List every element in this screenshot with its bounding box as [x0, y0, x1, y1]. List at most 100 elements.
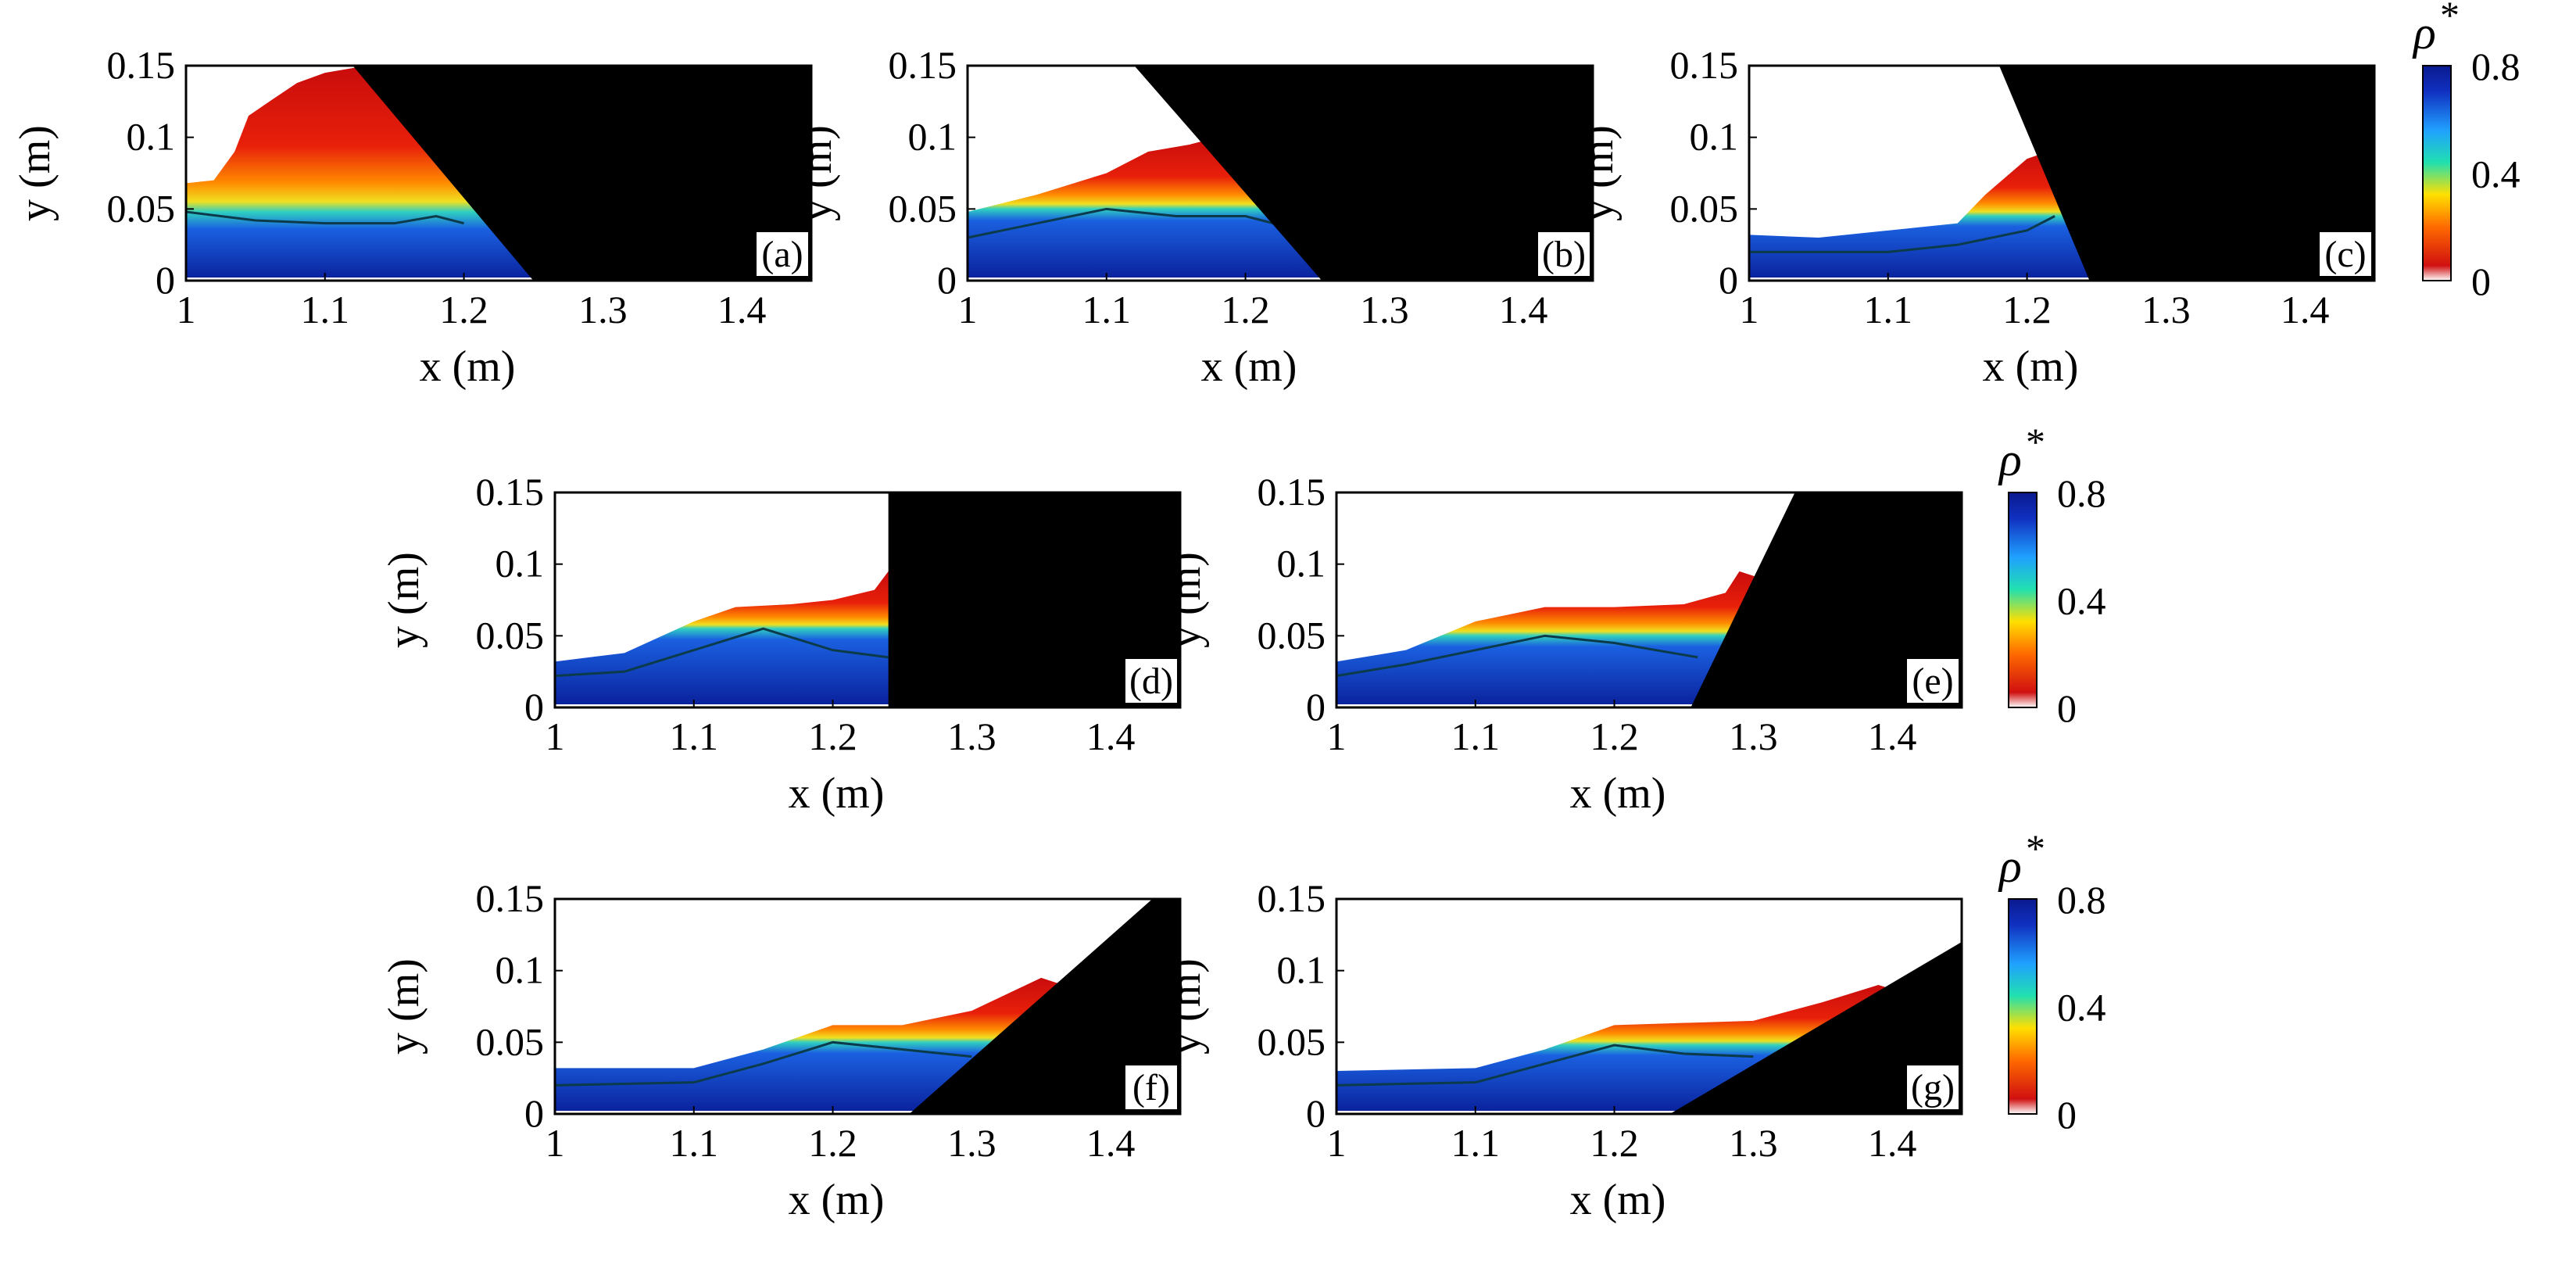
axes-box	[1748, 64, 2376, 282]
panel-label: (c)	[2324, 234, 2366, 275]
y-axis-label: y (m)	[1161, 958, 1210, 1055]
x-tick-label: 1.2	[1590, 1121, 1639, 1165]
x-tick-label: 1.1	[1082, 288, 1132, 331]
colorbar-tick-label: 0.8	[2471, 45, 2521, 88]
gate-mask	[1999, 66, 2374, 281]
colorbar: 0 0.4 0.8 ρ *	[1998, 826, 2106, 1137]
contour-line	[968, 207, 1274, 239]
panel-label: (b)	[1542, 234, 1586, 275]
colorbar-tick-label: 0	[2471, 260, 2491, 303]
y-axis-label: y (m)	[792, 125, 841, 221]
x-tick-label: 1.2	[1221, 288, 1270, 331]
panel-c: 1 1.1 1.2 1.3 1.4 0 0.05 0.1 0.15 x (m) y (m) (c)	[1574, 43, 2376, 391]
y-tick-label: 0.15	[1670, 43, 1739, 87]
x-tick-label: 1.2	[1590, 714, 1639, 758]
x-tick-label: 1	[1327, 714, 1347, 758]
colorbar-gradient	[2422, 65, 2452, 281]
x-tick-label: 1	[1327, 1121, 1347, 1165]
y-axis-label: y (m)	[1161, 552, 1210, 648]
x-tick-label: 1.3	[1729, 714, 1778, 758]
axes-box	[966, 64, 1594, 282]
x-tick-label: 1.2	[2002, 288, 2052, 331]
y-axis-label: y (m)	[380, 552, 428, 648]
axes-box	[553, 491, 1182, 709]
y-tick-label: 0	[156, 258, 175, 302]
panel-label-box	[1907, 1065, 1959, 1109]
contour-line	[1336, 1044, 1754, 1087]
x-tick-label: 1.2	[439, 288, 488, 331]
y-tick-label: 0.1	[1690, 115, 1739, 159]
contour-line	[1749, 215, 2055, 253]
y-tick-label: 0.05	[1258, 613, 1326, 657]
gate-mask	[1690, 492, 1962, 707]
y-tick-label: 0	[1719, 258, 1738, 302]
colorbar-label: ρ	[1998, 434, 2022, 485]
x-tick-label: 1.1	[670, 714, 719, 758]
gate-mask	[888, 492, 1180, 707]
x-tick-label: 1	[546, 714, 565, 758]
x-tick-label: 1	[958, 288, 978, 331]
y-tick-label: 0.15	[889, 43, 957, 87]
axes-box	[184, 64, 813, 282]
colorbar-label-superscript: *	[2440, 0, 2460, 37]
colorbar-label-superscript: *	[2026, 420, 2045, 464]
x-tick-label: 1.3	[947, 1121, 996, 1165]
y-tick-label: 0	[937, 258, 957, 302]
panel-label: (d)	[1129, 661, 1173, 702]
colorbar-gradient	[2008, 492, 2038, 708]
y-tick-label: 0.05	[107, 186, 176, 230]
x-tick-label: 1.1	[1864, 288, 1913, 331]
y-tick-label: 0	[1306, 1091, 1326, 1135]
y-tick-label: 0.15	[476, 876, 545, 920]
panel-g: 1 1.1 1.2 1.3 1.4 0 0.05 0.1 0.15 x (m) y (m) (g)	[1161, 876, 1963, 1224]
x-tick-label: 1.4	[2281, 288, 2330, 331]
x-tick-label: 1.4	[1868, 1121, 1917, 1165]
panel-e: 1 1.1 1.2 1.3 1.4 0 0.05 0.1 0.15 x (m) y (m) (e)	[1161, 470, 1963, 818]
x-tick-label: 1.2	[808, 1121, 857, 1165]
x-axis-label: x (m)	[1570, 769, 1666, 818]
panel-label-box	[1125, 659, 1177, 703]
panel-b: 1 1.1 1.2 1.3 1.4 0 0.05 0.1 0.15 x (m) y (m) (b)	[792, 43, 1594, 391]
x-tick-label: 1.1	[670, 1121, 719, 1165]
x-tick-label: 1.2	[808, 714, 857, 758]
panel-label-box	[1538, 232, 1590, 276]
panel-label-box	[1907, 659, 1959, 703]
x-tick-label: 1.1	[1451, 714, 1501, 758]
contour-line	[1336, 634, 1698, 678]
x-tick-label: 1.3	[578, 288, 628, 331]
y-tick-label: 0.15	[476, 470, 545, 514]
x-tick-label: 1.1	[301, 288, 350, 331]
y-tick-label: 0.15	[1258, 470, 1326, 514]
panel-label: (a)	[761, 234, 803, 275]
panel-label-box	[1125, 1065, 1177, 1109]
colorbar: 0 0.4 0.8 ρ *	[2412, 0, 2521, 303]
colorbar-label: ρ	[2412, 7, 2436, 59]
colorbar-tick-label: 0.4	[2057, 986, 2106, 1030]
contour-line	[555, 627, 889, 678]
y-tick-label: 0.05	[889, 186, 957, 230]
panel-label: (e)	[1912, 661, 1953, 702]
x-tick-label: 1	[1740, 288, 1759, 331]
x-tick-label: 1.4	[1499, 288, 1548, 331]
y-tick-label: 0	[1306, 685, 1326, 729]
x-tick-label: 1.3	[1360, 288, 1409, 331]
gate-mask	[1669, 942, 1962, 1114]
x-tick-label: 1.3	[947, 714, 996, 758]
x-axis-label: x (m)	[1570, 1176, 1666, 1224]
x-tick-label: 1.4	[1086, 1121, 1136, 1165]
y-tick-label: 0.05	[1258, 1019, 1326, 1063]
gate-mask	[1134, 66, 1593, 281]
y-tick-label: 0.1	[1277, 542, 1326, 585]
x-axis-label: x (m)	[1201, 342, 1297, 391]
y-tick-label: 0.1	[496, 948, 545, 992]
contour-line	[186, 210, 464, 225]
y-tick-label: 0.15	[1258, 876, 1326, 920]
x-axis-label: x (m)	[789, 769, 885, 818]
y-tick-label: 0.1	[908, 115, 957, 159]
y-axis-label: y (m)	[380, 958, 428, 1055]
y-axis-label: y (m)	[11, 125, 59, 221]
colorbar-tick-label: 0	[2057, 686, 2077, 730]
panel-f: 1 1.1 1.2 1.3 1.4 0 0.05 0.1 0.15 x (m) y (m) (f)	[380, 876, 1182, 1224]
colorbar-label: ρ	[1998, 840, 2022, 892]
